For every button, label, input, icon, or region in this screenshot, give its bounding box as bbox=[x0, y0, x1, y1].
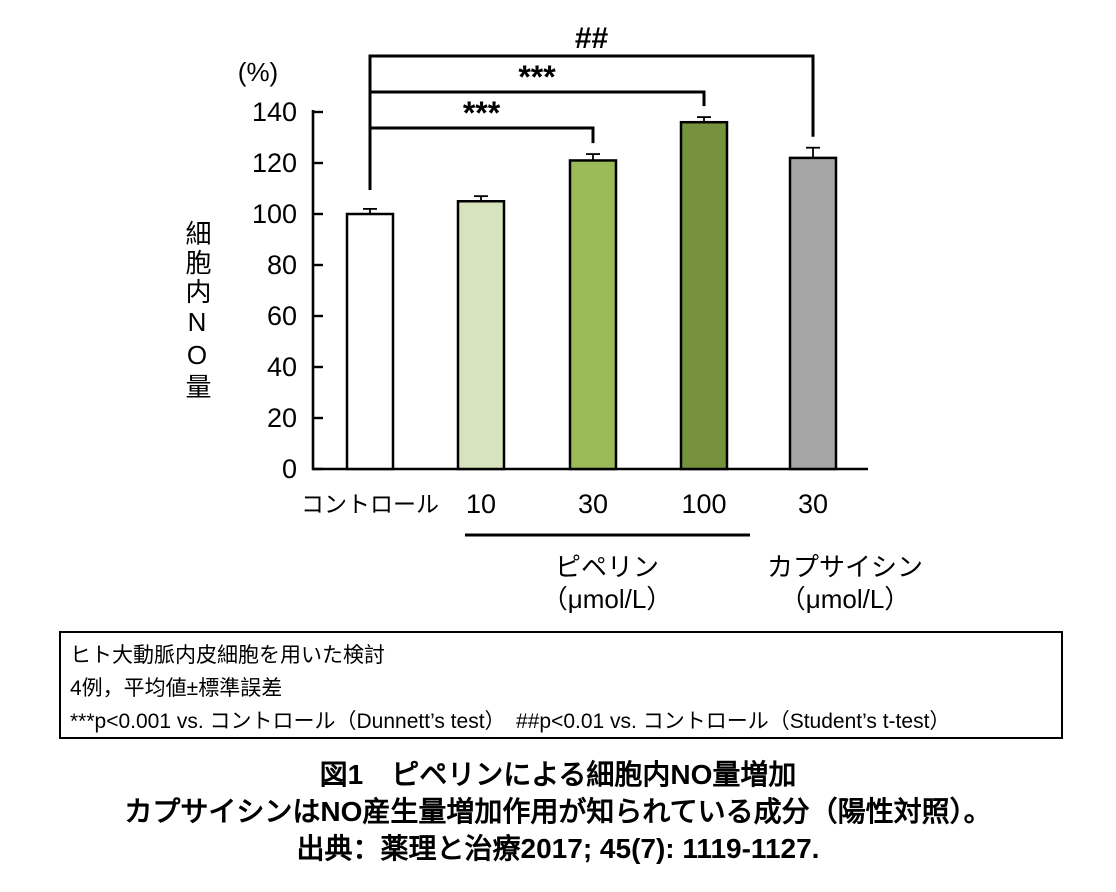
significance-bracket bbox=[368, 54, 815, 190]
y-tick-label: 40 bbox=[267, 352, 297, 382]
x-tick-label: 10 bbox=[466, 489, 496, 519]
y-tick-label: 140 bbox=[252, 97, 297, 127]
bar bbox=[456, 200, 506, 471]
caption-note: カプサイシンはNO産生量増加作用が知られている成分（陽性対照）。 bbox=[124, 796, 992, 827]
y-tick-label: 20 bbox=[267, 403, 297, 433]
y-tick-label: 100 bbox=[252, 199, 297, 229]
footnote-line-2: 4例，平均値±標準誤差 bbox=[70, 677, 283, 700]
significance-bracket bbox=[368, 90, 706, 190]
caption-source: 出典：薬理と治療2017; 45(7): 1119-1127. bbox=[296, 833, 820, 864]
x-tick-label: 30 bbox=[798, 489, 828, 519]
x-tick-label: 100 bbox=[681, 489, 726, 519]
y-tick-label: 60 bbox=[267, 301, 297, 331]
bar bbox=[345, 212, 395, 471]
y-tick-label: 0 bbox=[282, 454, 297, 484]
significance-label: ## bbox=[575, 22, 609, 55]
footnote-line-3: ***p<0.001 vs. コントロール（Dunnett’s test） ##… bbox=[70, 710, 951, 733]
caption-title: 図1 ピペリンによる細胞内NO量増加 bbox=[319, 759, 797, 790]
footnote-line-1: ヒト大動脈内皮細胞を用いた検討 bbox=[70, 644, 385, 667]
x-tick-label: 30 bbox=[578, 489, 608, 519]
bar bbox=[788, 156, 838, 471]
footnote-box: ヒト大動脈内皮細胞を用いた検討 4例，平均値±標準誤差 ***p<0.001 v… bbox=[59, 631, 1063, 739]
significance-bracket bbox=[368, 126, 595, 190]
group-label: ピペリン bbox=[555, 552, 659, 582]
group-label: カプサイシン bbox=[767, 552, 923, 582]
figure-caption: 図1 ピペリンによる細胞内NO量増加 カプサイシンはNO産生量増加作用が知られて… bbox=[0, 756, 1116, 867]
group-unit-label: （μmol/L） bbox=[780, 584, 911, 614]
y-axis-label: 細胞内NO量 bbox=[182, 220, 212, 402]
y-tick-label: 120 bbox=[252, 148, 297, 178]
bar bbox=[679, 120, 729, 471]
bar-chart: 0 20 40 60 80 100 120 140 (%) コントロール 10 30 100 30 ピペリン… bbox=[238, 22, 923, 614]
y-tick-label: 80 bbox=[267, 250, 297, 280]
significance-label: *** bbox=[518, 59, 556, 95]
group-unit-label: （μmol/L） bbox=[542, 584, 673, 614]
bar bbox=[568, 159, 618, 471]
x-tick-label: コントロール bbox=[301, 491, 439, 517]
significance-label: *** bbox=[463, 95, 501, 131]
y-unit-label: (%) bbox=[238, 57, 278, 87]
